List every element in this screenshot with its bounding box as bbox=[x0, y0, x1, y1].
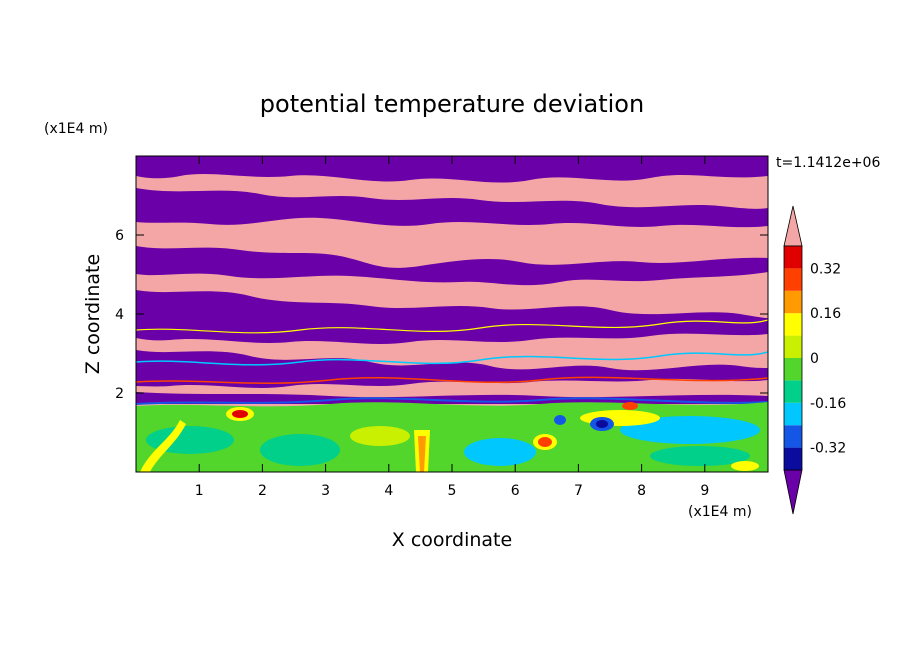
eddy bbox=[418, 436, 426, 472]
contour-field bbox=[136, 156, 768, 472]
negative-band bbox=[136, 350, 768, 388]
transition-line bbox=[136, 397, 768, 405]
eddy bbox=[650, 446, 750, 466]
colorbar: 0.32 0.16 0 -0.16 -0.32 bbox=[783, 205, 846, 515]
colorbar-tick-label: -0.32 bbox=[810, 441, 846, 457]
colorbar-segment bbox=[784, 425, 802, 448]
x-tick-label: 4 bbox=[384, 483, 393, 499]
y-axis-label: Z coordinate bbox=[82, 254, 104, 374]
x-tick-label: 1 bbox=[195, 483, 204, 499]
negative-band bbox=[136, 188, 768, 228]
transition-line bbox=[136, 351, 768, 366]
eddy bbox=[464, 438, 536, 466]
colorbar-segment bbox=[784, 335, 802, 358]
eddy bbox=[350, 426, 410, 446]
x-tick-label: 3 bbox=[321, 483, 330, 499]
colorbar-segment bbox=[784, 246, 802, 269]
transition-line bbox=[136, 376, 768, 384]
y-tick-label: 6 bbox=[115, 228, 124, 244]
y-axis: 2 4 6 bbox=[115, 228, 768, 402]
colorbar-tick-label: 0.16 bbox=[810, 306, 841, 322]
y-axis-unit: (x1E4 m) bbox=[44, 121, 108, 137]
chart-title: potential temperature deviation bbox=[260, 90, 644, 118]
eddy bbox=[622, 402, 638, 410]
eddy bbox=[538, 437, 552, 447]
eddy bbox=[140, 420, 186, 472]
transition-line bbox=[136, 319, 768, 334]
colorbar-segment bbox=[784, 290, 802, 314]
colorbar-segment bbox=[784, 380, 802, 403]
x-tick-label: 2 bbox=[258, 483, 267, 499]
colorbar-frame bbox=[783, 245, 803, 471]
colorbar-tick-label: -0.16 bbox=[810, 396, 846, 412]
colorbar-tick-label: 0 bbox=[810, 351, 819, 367]
eddy bbox=[731, 461, 759, 471]
colorbar-segment bbox=[784, 313, 802, 336]
colorbar-tick-label: 0.32 bbox=[810, 261, 841, 277]
x-tick-label: 8 bbox=[637, 483, 646, 499]
negative-band bbox=[136, 246, 768, 286]
x-tick-label: 9 bbox=[700, 483, 709, 499]
colorbar-segment bbox=[784, 358, 802, 381]
colorbar-extend-low bbox=[783, 469, 803, 515]
negative-band bbox=[136, 392, 768, 404]
x-axis-label: X coordinate bbox=[392, 529, 512, 551]
time-label: t=1.1412e+06 bbox=[776, 155, 880, 171]
colorbar-extend-high bbox=[783, 205, 803, 247]
eddy bbox=[596, 420, 608, 428]
x-tick-label: 7 bbox=[574, 483, 583, 499]
x-tick-label: 6 bbox=[511, 483, 520, 499]
x-tick-label: 5 bbox=[448, 483, 457, 499]
x-axis: 1 2 3 4 5 6 7 8 9 bbox=[195, 156, 709, 499]
y-tick-label: 4 bbox=[115, 307, 124, 323]
eddy bbox=[232, 410, 248, 418]
x-axis-unit: (x1E4 m) bbox=[688, 504, 752, 520]
negative-band bbox=[136, 156, 768, 183]
y-tick-label: 2 bbox=[115, 386, 124, 402]
eddy bbox=[620, 416, 760, 444]
eddy bbox=[554, 415, 566, 425]
colorbar-segment bbox=[784, 447, 802, 470]
colorbar-segment bbox=[784, 402, 802, 426]
eddy bbox=[260, 434, 340, 466]
colorbar-segment bbox=[784, 268, 802, 291]
